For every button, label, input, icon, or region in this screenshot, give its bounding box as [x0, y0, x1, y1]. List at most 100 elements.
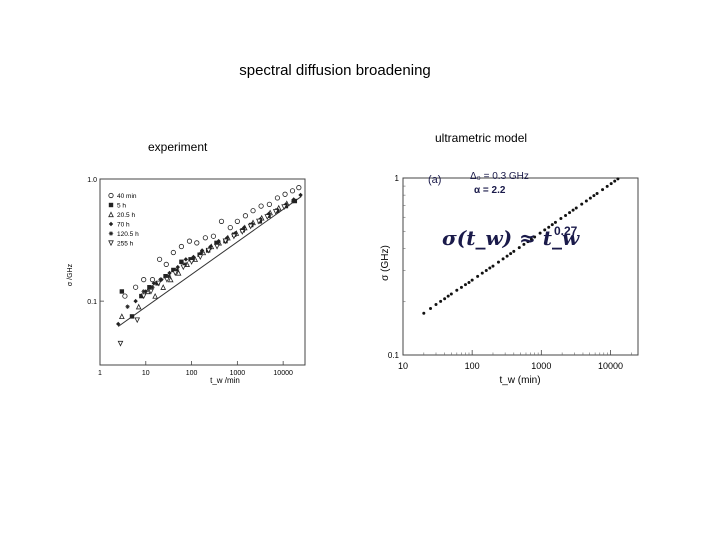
experiment-data-point	[117, 340, 124, 347]
model-data-point	[529, 237, 533, 241]
experiment-data-point	[250, 208, 256, 214]
experiment-legend-marker	[108, 202, 114, 208]
experiment-data-point	[163, 274, 168, 279]
model-data-point	[553, 220, 557, 224]
model-data-point	[533, 235, 537, 239]
model-data-point	[584, 199, 588, 203]
experiment-data-point	[134, 317, 141, 324]
experiment-data-point	[214, 243, 220, 250]
experiment-data-point	[188, 259, 195, 265]
experiment-data-point	[150, 285, 155, 290]
model-data-point	[522, 242, 526, 246]
model-data-point	[501, 257, 505, 261]
model-data-point	[476, 274, 480, 278]
power-law-formula: σ(t_w) ≈ t_w	[442, 226, 580, 250]
experiment-data-point	[174, 267, 180, 273]
model-x-axis-label: t_w (min)	[499, 375, 540, 386]
experiment-data-point	[170, 249, 176, 256]
experiment-data-point	[164, 277, 170, 283]
experiment-data-point	[234, 218, 240, 224]
experiment-data-point	[119, 289, 125, 294]
model-data-point	[443, 297, 447, 301]
experiment-plot-frame	[99, 178, 306, 366]
experiment-data-point	[242, 213, 249, 219]
model-x-tick-label: 100	[465, 361, 480, 371]
model-data-point	[446, 294, 450, 298]
experiment-data-point	[171, 267, 176, 273]
model-data-point	[568, 211, 572, 215]
experiment-legend-entry: 120.5 h	[117, 231, 139, 238]
model-data-point	[550, 223, 554, 227]
experiment-data-point	[141, 289, 146, 294]
experiment-legend-marker	[108, 221, 114, 227]
experiment-data-point	[264, 214, 271, 220]
experiment-data-point	[140, 293, 147, 300]
model-data-point	[488, 266, 492, 270]
model-data-point	[547, 225, 551, 229]
experiment-data-point	[151, 281, 157, 286]
experiment-data-point	[218, 218, 225, 224]
experiment-data-point	[160, 284, 167, 290]
experiment-x-tick-label: 1	[98, 370, 102, 377]
experiment-data-point	[296, 185, 302, 191]
alpha-annotation: α = 2.2	[474, 185, 506, 196]
experiment-legend-entry: 5 h	[117, 203, 126, 210]
model-data-point	[580, 202, 584, 206]
experiment-data-point	[175, 269, 182, 276]
experiment-data-point	[133, 284, 139, 290]
experiment-data-point	[194, 240, 200, 246]
experiment-data-point	[256, 218, 262, 225]
model-data-point	[613, 179, 617, 183]
experiment-legend-marker	[108, 192, 114, 199]
model-plot-frame	[402, 177, 639, 356]
experiment-data-point	[222, 238, 229, 245]
model-data-point	[491, 264, 495, 268]
experiment-data-point	[129, 314, 135, 319]
model-x-tick-label: 1000	[531, 361, 551, 371]
model-data-point	[601, 188, 605, 192]
experiment-x-tick-label: 1000	[230, 370, 246, 377]
model-data-point	[439, 299, 443, 303]
experiment-data-point	[272, 209, 279, 215]
experiment-data-point	[135, 303, 142, 310]
experiment-y-tick-label: 1.0	[87, 177, 97, 184]
experiment-data-point	[167, 270, 172, 276]
model-panel-label: (a)	[428, 174, 441, 186]
experiment-data-point	[139, 293, 144, 299]
experiment-data-point	[225, 235, 230, 241]
experiment-data-point	[210, 233, 217, 239]
model-data-point	[509, 252, 513, 256]
experiment-y-tick-label: 0.1	[87, 299, 97, 306]
experiment-data-point	[166, 274, 172, 279]
model-data-point	[564, 213, 568, 217]
model-data-point	[512, 249, 516, 253]
model-y-tick-label: 1	[395, 174, 400, 183]
experiment-data-point	[197, 254, 204, 261]
experiment-data-point	[215, 240, 221, 246]
model-data-point	[571, 208, 575, 212]
model-data-point	[526, 240, 530, 244]
model-y-axis-label: σ (GHz)	[380, 245, 391, 281]
model-data-point	[588, 196, 592, 200]
experiment-data-point	[178, 243, 185, 250]
model-y-tick-label: 0.1	[388, 351, 400, 360]
experiment-data-point	[202, 235, 208, 241]
ultrametric-model-label: ultrametric model	[435, 131, 528, 145]
experiment-data-point	[233, 230, 238, 236]
model-data-point	[538, 231, 542, 235]
experiment-data-point	[167, 276, 174, 283]
experiment-y-axis-label: σ /GHz	[67, 263, 74, 286]
experiment-data-point	[274, 195, 281, 201]
experiment-x-tick-label: 10000	[273, 370, 293, 377]
experiment-chart: 1 10 100 1000 10000 1.0 0.1 40 min 5 h 20.5 h 70…	[67, 177, 306, 385]
slide-title: spectral diffusion broadening	[239, 62, 431, 79]
model-data-point	[605, 184, 609, 188]
model-data-point	[429, 307, 433, 311]
experiment-data-point	[172, 270, 179, 277]
experiment-data-point	[180, 264, 187, 271]
model-data-point	[463, 283, 467, 287]
experiment-legend-entry: 40 min	[117, 193, 137, 200]
model-data-point	[434, 302, 438, 306]
experiment-data-point	[258, 203, 264, 209]
experiment-data-point	[152, 292, 158, 299]
